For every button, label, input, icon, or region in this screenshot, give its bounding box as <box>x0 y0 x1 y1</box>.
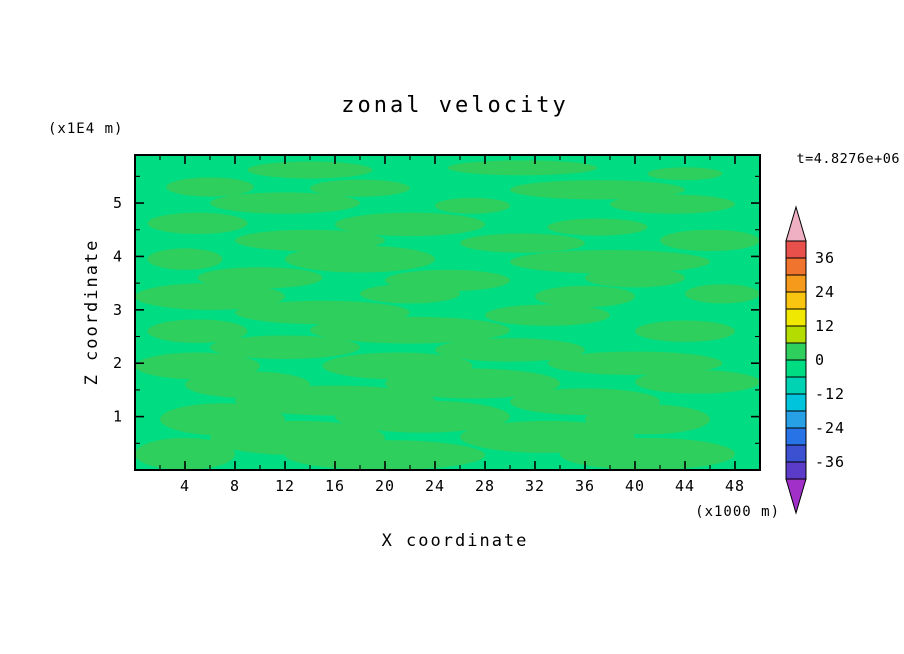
contour-patch <box>310 316 510 344</box>
contour-patch <box>166 177 254 197</box>
x-tick-label: 40 <box>625 477 645 495</box>
contour-patch <box>685 284 760 304</box>
x-tick-label: 24 <box>425 477 445 495</box>
colorbar-label: 36 <box>815 249 835 267</box>
colorbar-segment <box>785 308 807 327</box>
contour-patch <box>335 400 510 433</box>
contour-patch <box>635 320 735 342</box>
contour-patch <box>360 284 460 304</box>
x-axis-unit-label: (x1000 m) <box>695 504 780 520</box>
colorbar-arrow-top <box>785 205 807 242</box>
contour-patch <box>447 160 598 176</box>
colorbar-label: -24 <box>815 419 845 437</box>
x-tick-label: 36 <box>575 477 595 495</box>
x-tick-label: 4 <box>180 477 190 495</box>
contour-patch <box>210 335 360 359</box>
contour-patch <box>147 212 248 235</box>
contour-patch <box>147 319 248 343</box>
contour-patch <box>610 194 735 214</box>
colorbar-label: -36 <box>815 453 845 471</box>
axis-ticks <box>135 155 760 470</box>
contour-patch <box>660 229 760 252</box>
chart-title: zonal velocity <box>341 93 568 118</box>
contour-patch <box>585 404 710 435</box>
y-tick-label: 5 <box>113 194 123 212</box>
contour-patch <box>285 245 435 273</box>
colorbar-segment <box>785 461 807 480</box>
contour-patch <box>510 250 710 274</box>
x-axis-title: X coordinate <box>382 531 529 551</box>
contour-field <box>135 155 760 470</box>
colorbar-label: 0 <box>815 351 825 369</box>
contour-patch <box>435 338 585 362</box>
x-tick-label: 28 <box>475 477 495 495</box>
colorbar-segment <box>785 410 807 429</box>
contour-patch <box>435 197 510 214</box>
contour-patch <box>335 212 485 237</box>
contour-patch <box>147 248 223 270</box>
contour-patch <box>635 370 760 394</box>
plot-frame <box>134 154 761 471</box>
colorbar-label: -12 <box>815 385 845 403</box>
contour-patch <box>560 437 735 470</box>
x-tick-label: 12 <box>275 477 295 495</box>
y-tick-label: 2 <box>113 354 123 372</box>
colorbar-label: 12 <box>815 317 835 335</box>
colorbar-segment <box>785 444 807 463</box>
colorbar-arrow-bottom <box>785 478 807 515</box>
x-tick-label: 48 <box>725 477 745 495</box>
colorbar-segment <box>785 393 807 412</box>
colorbar-label: 24 <box>815 283 835 301</box>
contour-patch <box>510 180 685 200</box>
colorbar-segment <box>785 342 807 361</box>
contour-patch <box>197 267 323 289</box>
y-tick-label: 4 <box>113 247 123 265</box>
colorbar-segment <box>785 257 807 276</box>
contour-patch <box>135 437 235 470</box>
contour-patch <box>535 285 635 308</box>
colorbar-segment <box>785 359 807 378</box>
contour-patch <box>547 218 648 236</box>
y-tick-label: 1 <box>113 408 123 426</box>
contour-patch <box>210 192 360 214</box>
x-tick-label: 16 <box>325 477 345 495</box>
contour-patch <box>135 283 285 310</box>
colorbar-segment <box>785 376 807 395</box>
x-tick-label: 8 <box>230 477 240 495</box>
contour-patch <box>235 229 385 252</box>
y-axis-title: Z coordinate <box>82 239 102 386</box>
colorbar-segment <box>785 325 807 344</box>
y-axis-unit-label: (x1E4 m) <box>48 121 123 137</box>
contour-patch <box>485 304 610 326</box>
x-tick-label: 32 <box>525 477 545 495</box>
y-tick-label: 3 <box>113 301 123 319</box>
time-annotation: t=4.8276e+06 <box>796 151 900 167</box>
colorbar: 36 24 12 0 -12 -24 -36 <box>785 205 845 515</box>
contour-patch <box>647 167 723 181</box>
colorbar-segment <box>785 274 807 293</box>
contour-patch <box>310 179 410 197</box>
colorbar-segment <box>785 291 807 310</box>
x-tick-label: 44 <box>675 477 695 495</box>
x-tick-label: 20 <box>375 477 395 495</box>
contour-patch <box>547 351 723 375</box>
colorbar-segment <box>785 240 807 259</box>
contour-patch <box>247 161 373 179</box>
contour-patch <box>585 268 685 288</box>
colorbar-segment <box>785 427 807 446</box>
contour-patch <box>460 233 585 253</box>
contour-patch <box>385 368 560 399</box>
